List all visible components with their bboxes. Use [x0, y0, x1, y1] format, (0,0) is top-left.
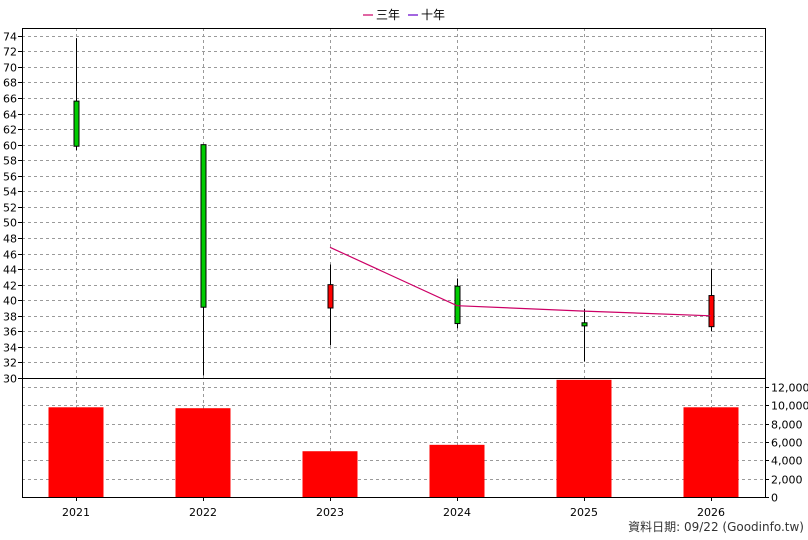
price-tick-label: 42: [3, 280, 17, 293]
x-tick-label: 2022: [189, 506, 217, 519]
x-tick-label: 2024: [443, 506, 471, 519]
legend-label-10y: 十年: [421, 8, 445, 22]
price-tick-label: 30: [3, 373, 17, 386]
price-tick-label: 58: [3, 155, 17, 168]
price-tick-label: 40: [3, 295, 17, 308]
volume-bar: [556, 379, 612, 497]
x-tick-label: 2025: [570, 506, 598, 519]
volume-bars: [48, 379, 739, 497]
price-tick-label: 38: [3, 311, 17, 324]
candle-body: [327, 284, 334, 309]
volume-bar: [175, 408, 231, 497]
price-tick-label: 48: [3, 233, 17, 246]
price-tick-label: 60: [3, 140, 17, 153]
volume-tick-label: 10,000: [771, 400, 808, 413]
average-line-三年: [329, 246, 712, 317]
price-tick-label: 44: [3, 264, 17, 277]
average-lines: [329, 246, 712, 317]
candle-body: [200, 144, 207, 308]
price-tick-label: 52: [3, 202, 17, 215]
price-tick-label: 46: [3, 249, 17, 262]
price-tick-label: 72: [3, 46, 17, 59]
price-tick-label: 32: [3, 357, 17, 370]
volume-tick-label: 4,000: [771, 455, 803, 468]
x-tick-label: 2026: [697, 506, 725, 519]
price-tick-label: 68: [3, 77, 17, 90]
legend-label-3y: 三年: [376, 8, 400, 22]
candle-body: [73, 100, 80, 147]
x-tick-label: 2021: [62, 506, 90, 519]
axes: [18, 28, 769, 501]
price-tick-label: 62: [3, 124, 17, 137]
candlesticks: [73, 38, 715, 376]
price-tick-label: 36: [3, 326, 17, 339]
volume-tick-label: 8,000: [771, 419, 803, 432]
price-tick-label: 34: [3, 342, 17, 355]
grid: [22, 28, 765, 497]
data-date-footer: 資料日期: 09/22 (Goodinfo.tw): [628, 520, 804, 534]
volume-tick-label: 12,000: [771, 382, 808, 395]
volume-bar: [683, 407, 739, 497]
price-tick-label: 56: [3, 171, 17, 184]
volume-bar: [302, 451, 358, 497]
price-tick-label: 54: [3, 186, 17, 199]
price-tick-label: 64: [3, 109, 17, 122]
plot-frame: [22, 28, 766, 498]
volume-bar: [429, 444, 485, 497]
price-tick-label: 70: [3, 62, 17, 75]
legend: 三年 十年: [363, 8, 445, 22]
candle-body: [581, 322, 588, 327]
volume-tick-label: 2,000: [771, 474, 803, 487]
volume-bar: [48, 407, 104, 497]
price-tick-label: 66: [3, 93, 17, 106]
price-tick-label: 74: [3, 31, 17, 44]
price-tick-label: 50: [3, 217, 17, 230]
tick-labels: 30 32 34 36 38 40 42 44 46 48 50 52 54 56 58 60 62 64 66 68…: [3, 31, 808, 520]
volume-tick-label: 6,000: [771, 437, 803, 450]
x-tick-label: 2023: [316, 506, 344, 519]
volume-tick-label: 0: [771, 492, 778, 505]
candle-body: [708, 295, 715, 328]
